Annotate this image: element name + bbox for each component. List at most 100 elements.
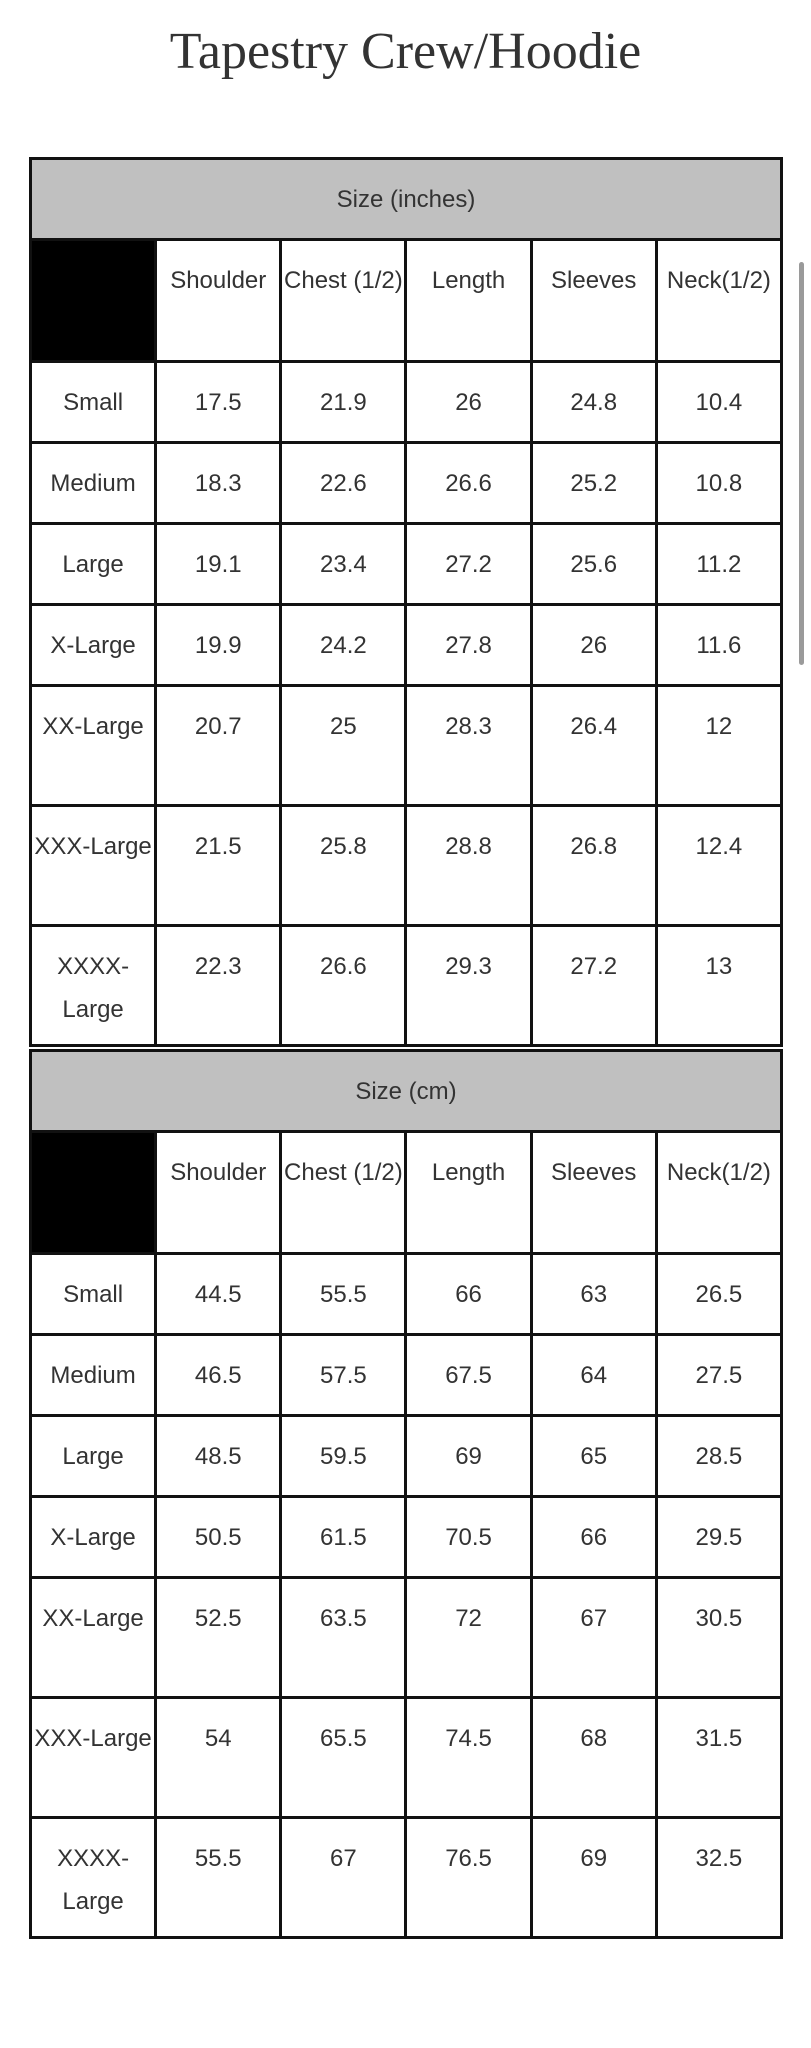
measurement-cell: 50.5 [154,1495,283,1579]
column-header: Shoulder [154,238,283,363]
measurement-cell: 59.5 [279,1414,408,1498]
measurement-cell: 30.5 [654,1576,784,1699]
measurement-cell: 28.5 [654,1414,784,1498]
measurement-cell: 27.5 [654,1333,784,1417]
measurement-cell: 19.9 [154,603,283,687]
size-label: X-Large [28,1495,158,1579]
measurement-cell: 44.5 [154,1252,283,1336]
measurement-cell: 19.1 [154,522,283,606]
size-label: XXXX-Large [28,924,158,1047]
column-header: Neck(1/2) [654,1130,784,1255]
measurement-cell: 26.8 [529,804,658,927]
measurement-cell: 24.2 [279,603,408,687]
measurement-cell: 52.5 [154,1576,283,1699]
table-row: XXX-Large 54 65.5 74.5 68 31.5 [28,1696,784,1819]
table-caption: Size (inches) [29,157,783,241]
column-header: Length [404,1130,533,1255]
size-table-inches: Size (inches) Shoulder Chest (1/2) Length Sl… [28,157,784,1047]
measurement-cell: 67 [529,1576,658,1699]
measurement-cell: 67 [279,1816,408,1939]
column-header: Length [404,238,533,363]
table-row: Small 44.5 55.5 66 63 26.5 [28,1252,784,1336]
measurement-cell: 32.5 [654,1816,784,1939]
measurement-cell: 23.4 [279,522,408,606]
table-row: XXXX-Large 55.5 67 76.5 69 32.5 [28,1816,784,1939]
page-title: Tapestry Crew/Hoodie [169,23,642,80]
table-row: Medium 46.5 57.5 67.5 64 27.5 [28,1333,784,1417]
measurement-cell: 26 [529,603,658,687]
measurement-cell: 69 [404,1414,533,1498]
measurement-cell: 25 [279,684,408,807]
measurement-cell: 29.3 [404,924,533,1047]
measurement-cell: 12.4 [654,804,784,927]
column-header: Chest (1/2) [279,238,408,363]
measurement-cell: 46.5 [154,1333,283,1417]
measurement-cell: 76.5 [404,1816,533,1939]
column-header: Neck(1/2) [654,238,784,363]
measurement-cell: 67.5 [404,1333,533,1417]
table-row: XXXX-Large 22.3 26.6 29.3 27.2 13 [28,924,784,1047]
size-label: Small [28,360,158,444]
measurement-cell: 25.2 [529,441,658,525]
size-label: Small [28,1252,158,1336]
measurement-cell: 22.6 [279,441,408,525]
table-row: Medium 18.3 22.6 26.6 25.2 10.8 [28,441,784,525]
measurement-cell: 63 [529,1252,658,1336]
measurement-cell: 55.5 [279,1252,408,1336]
column-header: Chest (1/2) [279,1130,408,1255]
measurement-cell: 26.6 [279,924,408,1047]
measurement-cell: 74.5 [404,1696,533,1819]
measurement-cell: 57.5 [279,1333,408,1417]
measurement-cell: 26.6 [404,441,533,525]
size-label: Medium [28,441,158,525]
measurement-cell: 25.8 [279,804,408,927]
measurement-cell: 10.8 [654,441,784,525]
size-label: XXX-Large [28,804,158,927]
size-label: Medium [28,1333,158,1417]
corner-cell [28,1130,158,1255]
measurement-cell: 20.7 [154,684,283,807]
measurement-cell: 21.5 [154,804,283,927]
measurement-cell: 26.4 [529,684,658,807]
measurement-cell: 70.5 [404,1495,533,1579]
measurement-cell: 65.5 [279,1696,408,1819]
measurement-cell: 22.3 [154,924,283,1047]
measurement-cell: 61.5 [279,1495,408,1579]
size-label: XXXX-Large [28,1816,158,1939]
corner-cell [28,238,158,363]
table-row: XXX-Large 21.5 25.8 28.8 26.8 12.4 [28,804,784,927]
table-row: X-Large 19.9 24.2 27.8 26 11.6 [28,603,784,687]
measurement-cell: 13 [654,924,784,1047]
scrollbar[interactable] [799,262,804,665]
measurement-cell: 55.5 [154,1816,283,1939]
measurement-cell: 28.8 [404,804,533,927]
size-label: Large [28,522,158,606]
table-row: X-Large 50.5 61.5 70.5 66 29.5 [28,1495,784,1579]
measurement-cell: 12 [654,684,784,807]
measurement-cell: 54 [154,1696,283,1819]
measurement-cell: 65 [529,1414,658,1498]
size-label: XX-Large [28,1576,158,1699]
table-row: XX-Large 20.7 25 28.3 26.4 12 [28,684,784,807]
measurement-cell: 26.5 [654,1252,784,1336]
table-row: Small 17.5 21.9 26 24.8 10.4 [28,360,784,444]
table-row: Large 48.5 59.5 69 65 28.5 [28,1414,784,1498]
measurement-cell: 26 [404,360,533,444]
size-label: Large [28,1414,158,1498]
size-table-cm: Size (cm) Shoulder Chest (1/2) Length Sleeve… [28,1049,784,1939]
measurement-cell: 68 [529,1696,658,1819]
measurement-cell: 11.6 [654,603,784,687]
column-header: Sleeves [529,1130,658,1255]
measurement-cell: 64 [529,1333,658,1417]
measurement-cell: 66 [404,1252,533,1336]
column-header: Shoulder [154,1130,283,1255]
measurement-cell: 66 [529,1495,658,1579]
size-label: XX-Large [28,684,158,807]
column-header: Sleeves [529,238,658,363]
measurement-cell: 25.6 [529,522,658,606]
measurement-cell: 27.8 [404,603,533,687]
measurement-cell: 48.5 [154,1414,283,1498]
measurement-cell: 21.9 [279,360,408,444]
size-label: X-Large [28,603,158,687]
measurement-cell: 63.5 [279,1576,408,1699]
